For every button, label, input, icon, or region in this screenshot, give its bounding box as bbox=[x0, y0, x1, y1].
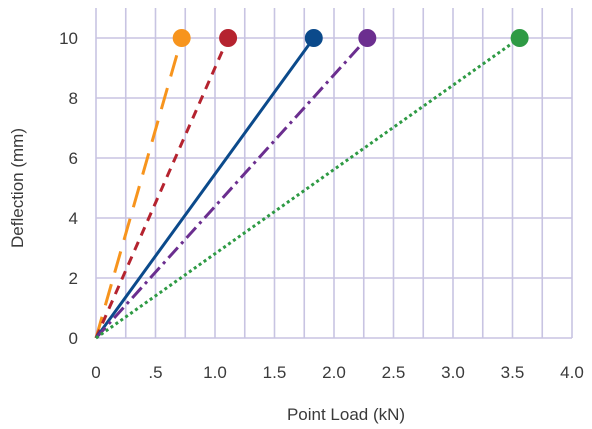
series-marker-4 bbox=[358, 29, 377, 47]
x-tick-label: 3.5 bbox=[501, 363, 525, 382]
x-tick-label: .5 bbox=[148, 363, 162, 382]
y-axis-title: Deflection (mm) bbox=[8, 128, 27, 248]
series-line-3 bbox=[94, 37, 315, 339]
y-tick-label: 6 bbox=[69, 149, 78, 168]
x-tick-label: 2.0 bbox=[322, 363, 346, 382]
series-line-2 bbox=[94, 37, 230, 339]
x-tick-label: 1.5 bbox=[263, 363, 287, 382]
tick-labels: 0 .5 1.0 1.5 2.0 2.5 3.0 3.5 4.0 0 2 4 6 8 10 bbox=[59, 29, 584, 382]
series-marker-3 bbox=[304, 29, 323, 47]
grid bbox=[95, 8, 573, 339]
x-tick-label: 4.0 bbox=[560, 363, 584, 382]
y-tick-label: 0 bbox=[69, 329, 78, 348]
series-marker-2 bbox=[219, 29, 238, 47]
y-tick-label: 4 bbox=[69, 209, 78, 228]
series-line-1 bbox=[94, 37, 184, 339]
y-tick-label: 2 bbox=[69, 269, 78, 288]
y-tick-label: 10 bbox=[59, 29, 78, 48]
series-markers bbox=[172, 29, 529, 47]
x-tick-label: 0 bbox=[91, 363, 100, 382]
series-marker-1 bbox=[172, 29, 191, 47]
x-tick-label: 1.0 bbox=[203, 363, 227, 382]
series-line-5 bbox=[95, 36, 521, 340]
series-marker-5 bbox=[510, 29, 529, 47]
y-tick-label: 8 bbox=[69, 89, 78, 108]
x-tick-label: 3.0 bbox=[441, 363, 465, 382]
series-lines bbox=[94, 36, 521, 340]
series-line-4 bbox=[94, 36, 369, 340]
x-tick-label: 2.5 bbox=[382, 363, 406, 382]
x-axis-title: Point Load (kN) bbox=[287, 405, 405, 424]
